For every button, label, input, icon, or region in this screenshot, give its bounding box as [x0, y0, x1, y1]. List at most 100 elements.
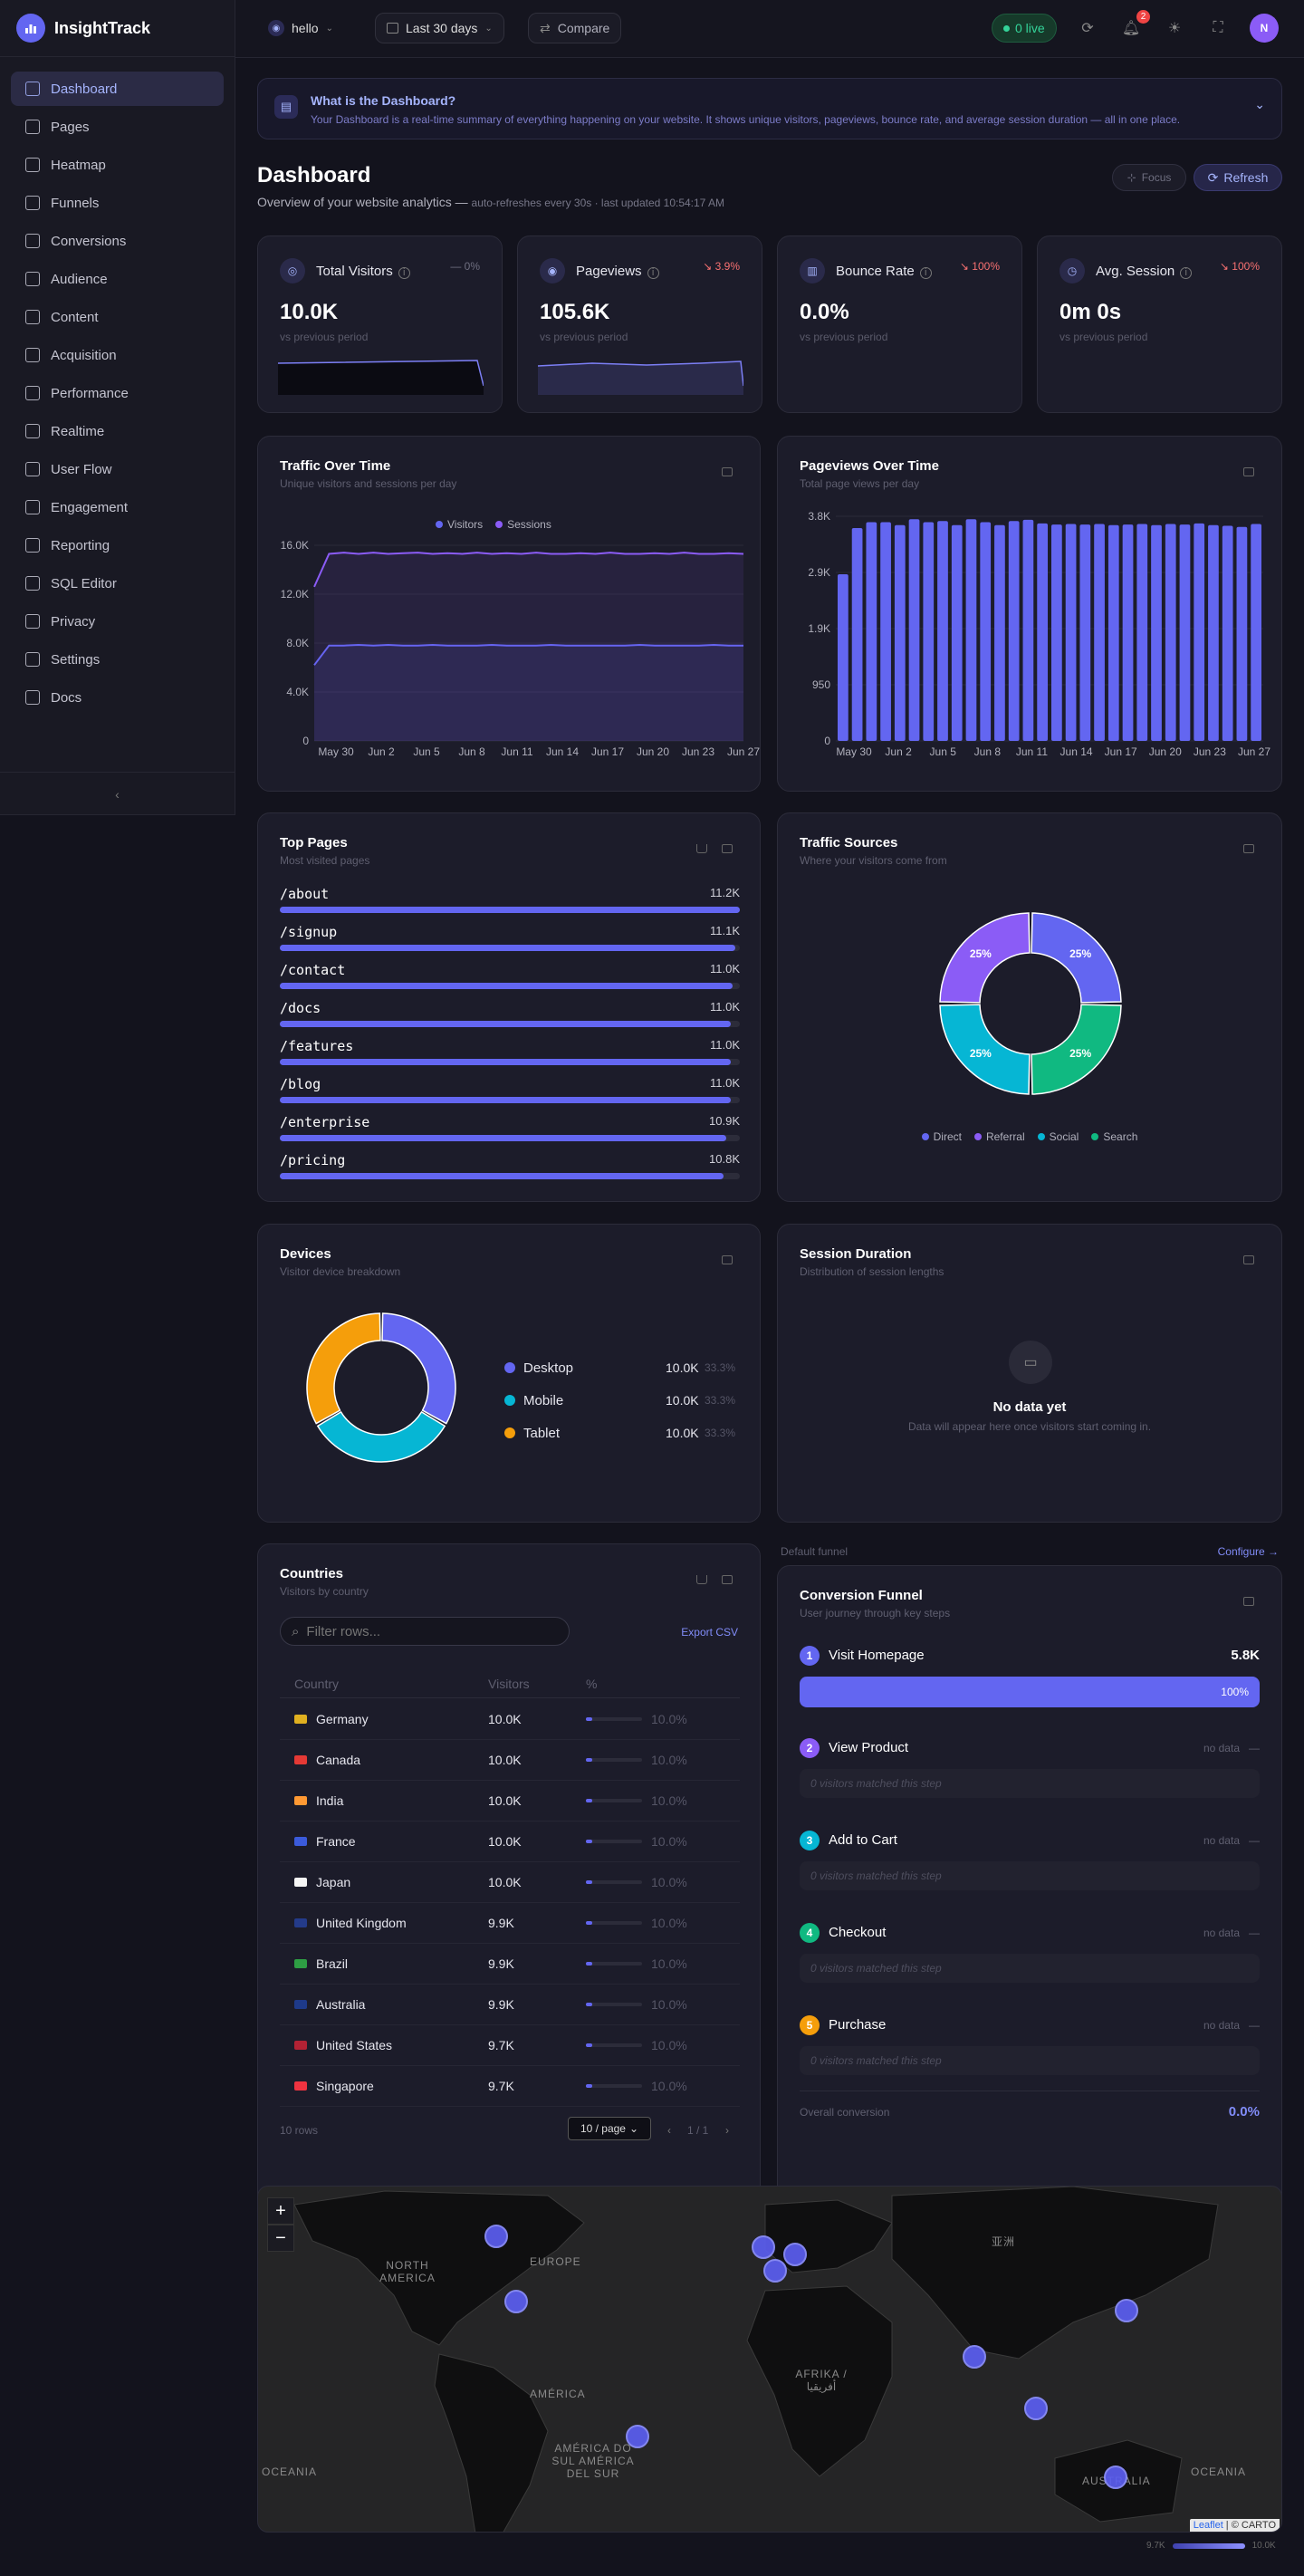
bar[interactable] [923, 522, 935, 741]
top-page-row[interactable]: /signup 11.1K [280, 924, 740, 955]
sidebar-item-engagement[interactable]: Engagement [11, 490, 224, 524]
device-slice[interactable] [306, 1312, 381, 1425]
fullscreen-icon[interactable]: ⛶ [1213, 20, 1223, 35]
bell-icon[interactable]: 🔔︎ [1121, 21, 1141, 36]
table-row[interactable]: Japan 10.0K 10.0% [280, 1862, 740, 1903]
info-icon[interactable]: i [1180, 266, 1193, 279]
bar[interactable] [1136, 524, 1148, 741]
configure-funnel-link[interactable]: Configure → [1217, 1545, 1279, 1558]
bar[interactable] [1194, 523, 1205, 741]
sidebar-item-settings[interactable]: Settings [11, 642, 224, 677]
sidebar-item-funnels[interactable]: Funnels [11, 186, 224, 220]
sidebar-item-content[interactable]: Content [11, 300, 224, 334]
sidebar-item-privacy[interactable]: Privacy [11, 604, 224, 639]
image-export-icon[interactable] [1243, 844, 1254, 853]
map-marker-united-states[interactable] [504, 2290, 528, 2313]
site-selector[interactable]: ◉ hello ⌄ [257, 13, 344, 43]
avatar[interactable]: N [1250, 14, 1279, 43]
top-page-row[interactable]: /features 11.0K [280, 1038, 740, 1069]
info-icon[interactable]: i [919, 266, 932, 279]
bar[interactable] [980, 522, 992, 741]
bar[interactable] [1051, 524, 1062, 741]
bar[interactable] [838, 573, 849, 741]
refresh-icon[interactable]: ⟳ [1081, 21, 1094, 36]
legend-item-referral[interactable]: Referral [973, 1130, 1025, 1143]
sidebar-item-docs[interactable]: Docs [11, 680, 224, 715]
map-marker-brazil[interactable] [626, 2425, 649, 2448]
device-row-tablet[interactable]: Tablet 10.0K 33.3% [504, 1424, 740, 1442]
table-row[interactable]: Germany 10.0K 10.0% [280, 1699, 740, 1740]
download-icon[interactable] [696, 1575, 707, 1584]
table-row[interactable]: Singapore 9.7K 10.0% [280, 2066, 740, 2107]
top-page-row[interactable]: /blog 11.0K [280, 1076, 740, 1107]
image-export-icon[interactable] [1243, 1597, 1254, 1606]
sidebar-item-audience[interactable]: Audience [11, 262, 224, 296]
device-slice[interactable] [316, 1410, 446, 1463]
table-row[interactable]: India 10.0K 10.0% [280, 1781, 740, 1821]
bar[interactable] [1236, 526, 1248, 741]
legend-item-social[interactable]: Social [1037, 1130, 1079, 1143]
sidebar-item-dashboard[interactable]: Dashboard [11, 72, 224, 106]
sidebar-item-conversions[interactable]: Conversions [11, 224, 224, 258]
top-page-row[interactable]: /contact 11.0K [280, 962, 740, 993]
top-page-row[interactable]: /enterprise 10.9K [280, 1114, 740, 1145]
sidebar-item-reporting[interactable]: Reporting [11, 528, 224, 562]
zoom-out-button[interactable]: − [267, 2225, 294, 2252]
map-marker-singapore[interactable] [1024, 2397, 1048, 2420]
image-export-icon[interactable] [722, 1575, 733, 1584]
device-row-mobile[interactable]: Mobile 10.0K 33.3% [504, 1391, 740, 1409]
col-visitors[interactable]: Visitors [488, 1676, 530, 1691]
source-slice[interactable] [1031, 912, 1122, 1004]
bar[interactable] [1065, 524, 1077, 741]
bar[interactable] [1008, 521, 1020, 741]
map-marker-united-kingdom[interactable] [752, 2235, 775, 2259]
legend-item-direct[interactable]: Direct [921, 1130, 962, 1143]
table-row[interactable]: Brazil 9.9K 10.0% [280, 1944, 740, 1985]
bar[interactable] [1094, 524, 1105, 741]
sun-icon[interactable]: ☀ [1167, 21, 1182, 36]
table-row[interactable]: Australia 9.9K 10.0% [280, 1985, 740, 2025]
image-export-icon[interactable] [1243, 1255, 1254, 1264]
image-export-icon[interactable] [1243, 467, 1254, 476]
bar[interactable] [1037, 523, 1048, 741]
map-marker-germany[interactable] [783, 2243, 807, 2266]
sidebar-item-acquisition[interactable]: Acquisition [11, 338, 224, 372]
bar[interactable] [965, 519, 977, 741]
device-row-desktop[interactable]: Desktop 10.0K 33.3% [504, 1359, 740, 1377]
sidebar-item-heatmap[interactable]: Heatmap [11, 148, 224, 182]
carto-link[interactable]: © CARTO [1231, 2520, 1276, 2531]
bar[interactable] [894, 524, 906, 741]
source-slice[interactable] [939, 912, 1031, 1004]
zoom-in-button[interactable]: + [267, 2197, 294, 2225]
brand[interactable]: InsightTrack [0, 0, 235, 57]
map-marker-australia[interactable] [1104, 2465, 1127, 2489]
bar[interactable] [994, 524, 1005, 741]
image-export-icon[interactable] [722, 844, 733, 853]
sidebar-item-pages[interactable]: Pages [11, 110, 224, 144]
focus-button[interactable]: ⊹ Focus [1112, 164, 1186, 191]
legend-item-visitors[interactable]: Visitors [436, 518, 483, 531]
table-row[interactable]: Canada 10.0K 10.0% [280, 1740, 740, 1781]
bar[interactable] [1107, 524, 1119, 741]
bar[interactable] [1208, 524, 1219, 741]
filter-input[interactable] [306, 1623, 542, 1639]
bar[interactable] [908, 519, 920, 741]
bar[interactable] [1165, 524, 1176, 741]
bar[interactable] [1022, 519, 1034, 741]
info-icon[interactable]: i [647, 266, 659, 279]
top-page-row[interactable]: /pricing 10.8K [280, 1152, 740, 1183]
info-icon[interactable]: i [398, 266, 410, 279]
sidebar-item-user-flow[interactable]: User Flow [11, 452, 224, 486]
table-row[interactable]: United Kingdom 9.9K 10.0% [280, 1903, 740, 1944]
map-marker-japan[interactable] [1115, 2299, 1138, 2322]
source-slice[interactable] [939, 1004, 1031, 1095]
legend-item-search[interactable]: Search [1091, 1130, 1137, 1143]
bar[interactable] [937, 521, 948, 741]
bar[interactable] [851, 528, 863, 741]
bar[interactable] [866, 522, 877, 741]
bar[interactable] [951, 524, 963, 741]
sidebar-item-realtime[interactable]: Realtime [11, 414, 224, 448]
sidebar-item-sql-editor[interactable]: SQL Editor [11, 566, 224, 601]
table-row[interactable]: United States 9.7K 10.0% [280, 2025, 740, 2066]
leaflet-link[interactable]: Leaflet [1193, 2520, 1223, 2531]
